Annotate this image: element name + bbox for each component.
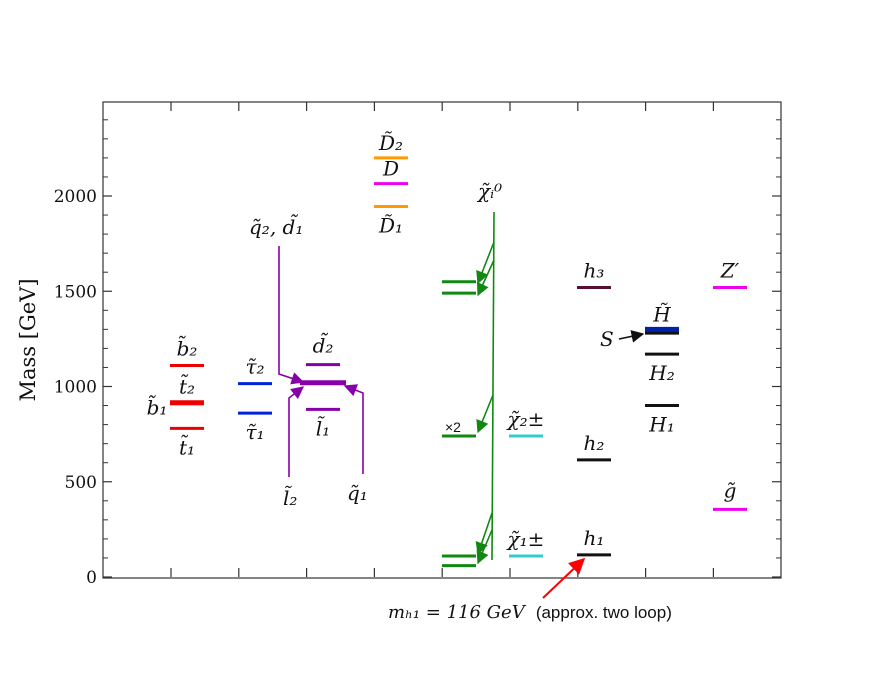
- arrow-S: [618, 330, 645, 343]
- label-chi0: χ̃ᵢ⁰: [476, 179, 502, 203]
- y-tick-label: 500: [65, 473, 97, 493]
- arrow-mh1: [542, 557, 586, 599]
- label-l2: l̃₂: [283, 486, 297, 510]
- arrow-chi0-e: [476, 529, 493, 565]
- y-tick-label: 2000: [54, 187, 97, 207]
- label-H2: H₂: [648, 361, 674, 385]
- label-h1: h₁: [584, 526, 605, 550]
- label-b1: b̃₁: [147, 393, 168, 419]
- arrow-chi0-main: [491, 211, 495, 561]
- level-labels: b̃₂ b̃₁ t̃₂ t̃₁ τ̃₂ τ̃₁ d̃₂ l̃₁ D̃₂D D̃₁ χ̃₂± χ̃₁± h…: [147, 131, 740, 551]
- y-tick-label: 1000: [54, 378, 97, 398]
- label-tau2: τ̃₂: [245, 355, 264, 379]
- label-d2: d̃₂: [313, 331, 334, 357]
- label-Zprime: Z′: [720, 258, 740, 282]
- label-q1: q̃₁: [347, 481, 368, 505]
- label-q2d1: q̃₂, d̃₁: [249, 213, 303, 239]
- label-b2: b̃₂: [177, 334, 198, 360]
- label-chipm2: χ̃₂±: [506, 407, 545, 431]
- axis-ticks: 0 500 1000 1500 2000: [54, 102, 781, 588]
- arrow-chi0-d: [475, 512, 493, 556]
- higgs-mass-note: mₕ₁ = 116 GeV (approx. two loop): [388, 602, 672, 623]
- neutralino-arrows: [475, 211, 495, 565]
- note-plain: (approx. two loop): [536, 603, 672, 622]
- plot-frame: [102, 101, 782, 579]
- label-chipm1: χ̃₁±: [506, 527, 545, 551]
- label-x2: ×2: [445, 419, 461, 435]
- arrow-q1: [343, 384, 364, 474]
- arrow-l2: [288, 386, 305, 477]
- arrow-chi0-c: [476, 394, 494, 434]
- label-tau1: τ̃₁: [245, 420, 264, 444]
- label-gluino: g̃: [724, 478, 737, 502]
- label-Htilde: H̃: [652, 302, 671, 326]
- mass-levels: [170, 156, 747, 568]
- arrow-chi0-a: [476, 241, 495, 285]
- label-h3: h₃: [584, 258, 605, 282]
- arrow-q2d1: [278, 246, 305, 385]
- y-tick-label: 0: [86, 568, 97, 588]
- label-l1: l̃₁: [316, 416, 330, 440]
- label-t1: t̃₁: [179, 433, 195, 459]
- label-D1: D̃₁: [378, 213, 403, 237]
- label-t2: t̃₂: [179, 372, 195, 398]
- y-axis-label: Mass [GeV]: [16, 278, 40, 401]
- label-S: S: [600, 327, 614, 351]
- squark-arrows: [278, 246, 364, 477]
- label-D2: D̃₂: [378, 131, 403, 155]
- label-H1: H₁: [648, 413, 674, 437]
- label-D: D: [382, 157, 399, 181]
- y-tick-label: 1500: [54, 282, 97, 302]
- label-h2: h₂: [584, 431, 605, 455]
- arrow-chi0-b: [476, 259, 495, 297]
- note-math: mₕ₁ = 116 GeV: [388, 602, 527, 623]
